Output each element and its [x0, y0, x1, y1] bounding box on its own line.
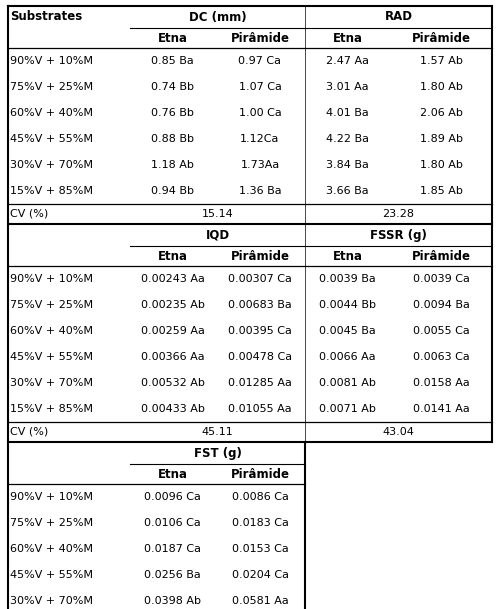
Text: 0.0071 Ab: 0.0071 Ab	[319, 404, 376, 414]
Text: 0.0581 Aa: 0.0581 Aa	[232, 596, 288, 606]
Text: 0.0063 Ca: 0.0063 Ca	[413, 352, 469, 362]
Text: Pirâmide: Pirâmide	[231, 250, 290, 262]
Text: Pirâmide: Pirâmide	[412, 32, 471, 44]
Text: 75%V + 25%M: 75%V + 25%M	[10, 518, 93, 528]
Text: 0.0106 Ca: 0.0106 Ca	[144, 518, 201, 528]
Text: 4.22 Ba: 4.22 Ba	[326, 134, 369, 144]
Text: 0.0398 Ab: 0.0398 Ab	[144, 596, 201, 606]
Text: 0.0055 Ca: 0.0055 Ca	[413, 326, 469, 336]
Text: 23.28: 23.28	[382, 209, 415, 219]
Text: Pirâmide: Pirâmide	[231, 32, 290, 44]
Text: 30%V + 70%M: 30%V + 70%M	[10, 378, 93, 388]
Text: 3.84 Ba: 3.84 Ba	[326, 160, 369, 170]
Text: 0.00235 Ab: 0.00235 Ab	[140, 300, 204, 310]
Text: 1.18 Ab: 1.18 Ab	[151, 160, 194, 170]
Text: FST (g): FST (g)	[193, 446, 242, 460]
Text: 4.01 Ba: 4.01 Ba	[326, 108, 369, 118]
Text: Pirâmide: Pirâmide	[231, 468, 290, 481]
Text: 60%V + 40%M: 60%V + 40%M	[10, 108, 93, 118]
Text: 15.14: 15.14	[202, 209, 234, 219]
Text: Substrates: Substrates	[10, 10, 82, 24]
Text: 0.88 Bb: 0.88 Bb	[151, 134, 194, 144]
Text: 0.00683 Ba: 0.00683 Ba	[228, 300, 292, 310]
Text: 0.0187 Ca: 0.0187 Ca	[144, 544, 201, 554]
Text: 0.0081 Ab: 0.0081 Ab	[319, 378, 376, 388]
Text: 3.01 Aa: 3.01 Aa	[326, 82, 369, 92]
Text: 15%V + 85%M: 15%V + 85%M	[10, 404, 93, 414]
Text: 45%V + 55%M: 45%V + 55%M	[10, 352, 93, 362]
Text: 3.66 Ba: 3.66 Ba	[326, 186, 369, 196]
Text: 0.00433 Ab: 0.00433 Ab	[140, 404, 204, 414]
Text: 0.0039 Ba: 0.0039 Ba	[319, 274, 376, 284]
Text: 0.0096 Ca: 0.0096 Ca	[144, 492, 201, 502]
Text: 1.57 Ab: 1.57 Ab	[420, 56, 462, 66]
Text: 60%V + 40%M: 60%V + 40%M	[10, 544, 93, 554]
Text: 0.00532 Ab: 0.00532 Ab	[140, 378, 204, 388]
Text: 0.97 Ca: 0.97 Ca	[239, 56, 282, 66]
Text: CV (%): CV (%)	[10, 427, 48, 437]
Text: FSSR (g): FSSR (g)	[370, 228, 427, 242]
Text: 90%V + 10%M: 90%V + 10%M	[10, 492, 93, 502]
Text: 1.12Ca: 1.12Ca	[241, 134, 280, 144]
Text: 90%V + 10%M: 90%V + 10%M	[10, 274, 93, 284]
Text: 0.0039 Ca: 0.0039 Ca	[413, 274, 469, 284]
Text: 0.0086 Ca: 0.0086 Ca	[232, 492, 289, 502]
Text: 0.76 Bb: 0.76 Bb	[151, 108, 194, 118]
Text: 0.0183 Ca: 0.0183 Ca	[232, 518, 289, 528]
Text: 0.0153 Ca: 0.0153 Ca	[232, 544, 288, 554]
Text: Pirâmide: Pirâmide	[412, 250, 471, 262]
Text: 0.01055 Aa: 0.01055 Aa	[228, 404, 292, 414]
Text: 2.47 Aa: 2.47 Aa	[326, 56, 369, 66]
Text: 75%V + 25%M: 75%V + 25%M	[10, 82, 93, 92]
Text: 30%V + 70%M: 30%V + 70%M	[10, 596, 93, 606]
Text: 0.00307 Ca: 0.00307 Ca	[228, 274, 292, 284]
Text: 60%V + 40%M: 60%V + 40%M	[10, 326, 93, 336]
Text: 45%V + 55%M: 45%V + 55%M	[10, 134, 93, 144]
Text: 1.85 Ab: 1.85 Ab	[420, 186, 462, 196]
Text: 1.07 Ca: 1.07 Ca	[239, 82, 281, 92]
Text: 0.94 Bb: 0.94 Bb	[151, 186, 194, 196]
Text: DC (mm): DC (mm)	[188, 10, 247, 24]
Text: 15%V + 85%M: 15%V + 85%M	[10, 186, 93, 196]
Text: 0.00243 Aa: 0.00243 Aa	[140, 274, 204, 284]
Text: 90%V + 10%M: 90%V + 10%M	[10, 56, 93, 66]
Text: 30%V + 70%M: 30%V + 70%M	[10, 160, 93, 170]
Text: 0.0158 Aa: 0.0158 Aa	[413, 378, 469, 388]
Text: Etna: Etna	[158, 250, 187, 262]
Text: 45.11: 45.11	[202, 427, 234, 437]
Text: 0.74 Bb: 0.74 Bb	[151, 82, 194, 92]
Text: 1.80 Ab: 1.80 Ab	[420, 160, 462, 170]
Text: 2.06 Ab: 2.06 Ab	[420, 108, 462, 118]
Text: 1.80 Ab: 1.80 Ab	[420, 82, 462, 92]
Text: 0.0044 Bb: 0.0044 Bb	[319, 300, 376, 310]
Text: 45%V + 55%M: 45%V + 55%M	[10, 570, 93, 580]
Text: 1.89 Ab: 1.89 Ab	[420, 134, 462, 144]
Text: Etna: Etna	[158, 468, 187, 481]
Text: 0.0204 Ca: 0.0204 Ca	[232, 570, 289, 580]
Text: 1.36 Ba: 1.36 Ba	[239, 186, 281, 196]
Text: 0.01285 Aa: 0.01285 Aa	[228, 378, 292, 388]
Text: 0.00478 Ca: 0.00478 Ca	[228, 352, 292, 362]
Text: 0.00259 Aa: 0.00259 Aa	[140, 326, 204, 336]
Text: 0.00395 Ca: 0.00395 Ca	[228, 326, 292, 336]
Text: 1.73Aa: 1.73Aa	[241, 160, 280, 170]
Text: 0.0066 Aa: 0.0066 Aa	[319, 352, 376, 362]
Text: CV (%): CV (%)	[10, 209, 48, 219]
Text: Etna: Etna	[158, 32, 187, 44]
Text: 1.00 Ca: 1.00 Ca	[239, 108, 281, 118]
Text: Etna: Etna	[332, 250, 363, 262]
Text: 0.0094 Ba: 0.0094 Ba	[413, 300, 469, 310]
Text: 0.85 Ba: 0.85 Ba	[151, 56, 194, 66]
Text: 0.0045 Ba: 0.0045 Ba	[319, 326, 376, 336]
Text: 75%V + 25%M: 75%V + 25%M	[10, 300, 93, 310]
Text: 0.0141 Aa: 0.0141 Aa	[413, 404, 469, 414]
Text: 0.0256 Ba: 0.0256 Ba	[144, 570, 201, 580]
Text: RAD: RAD	[384, 10, 413, 24]
Text: Etna: Etna	[332, 32, 363, 44]
Text: 0.00366 Aa: 0.00366 Aa	[141, 352, 204, 362]
Text: IQD: IQD	[205, 228, 230, 242]
Text: 43.04: 43.04	[382, 427, 415, 437]
